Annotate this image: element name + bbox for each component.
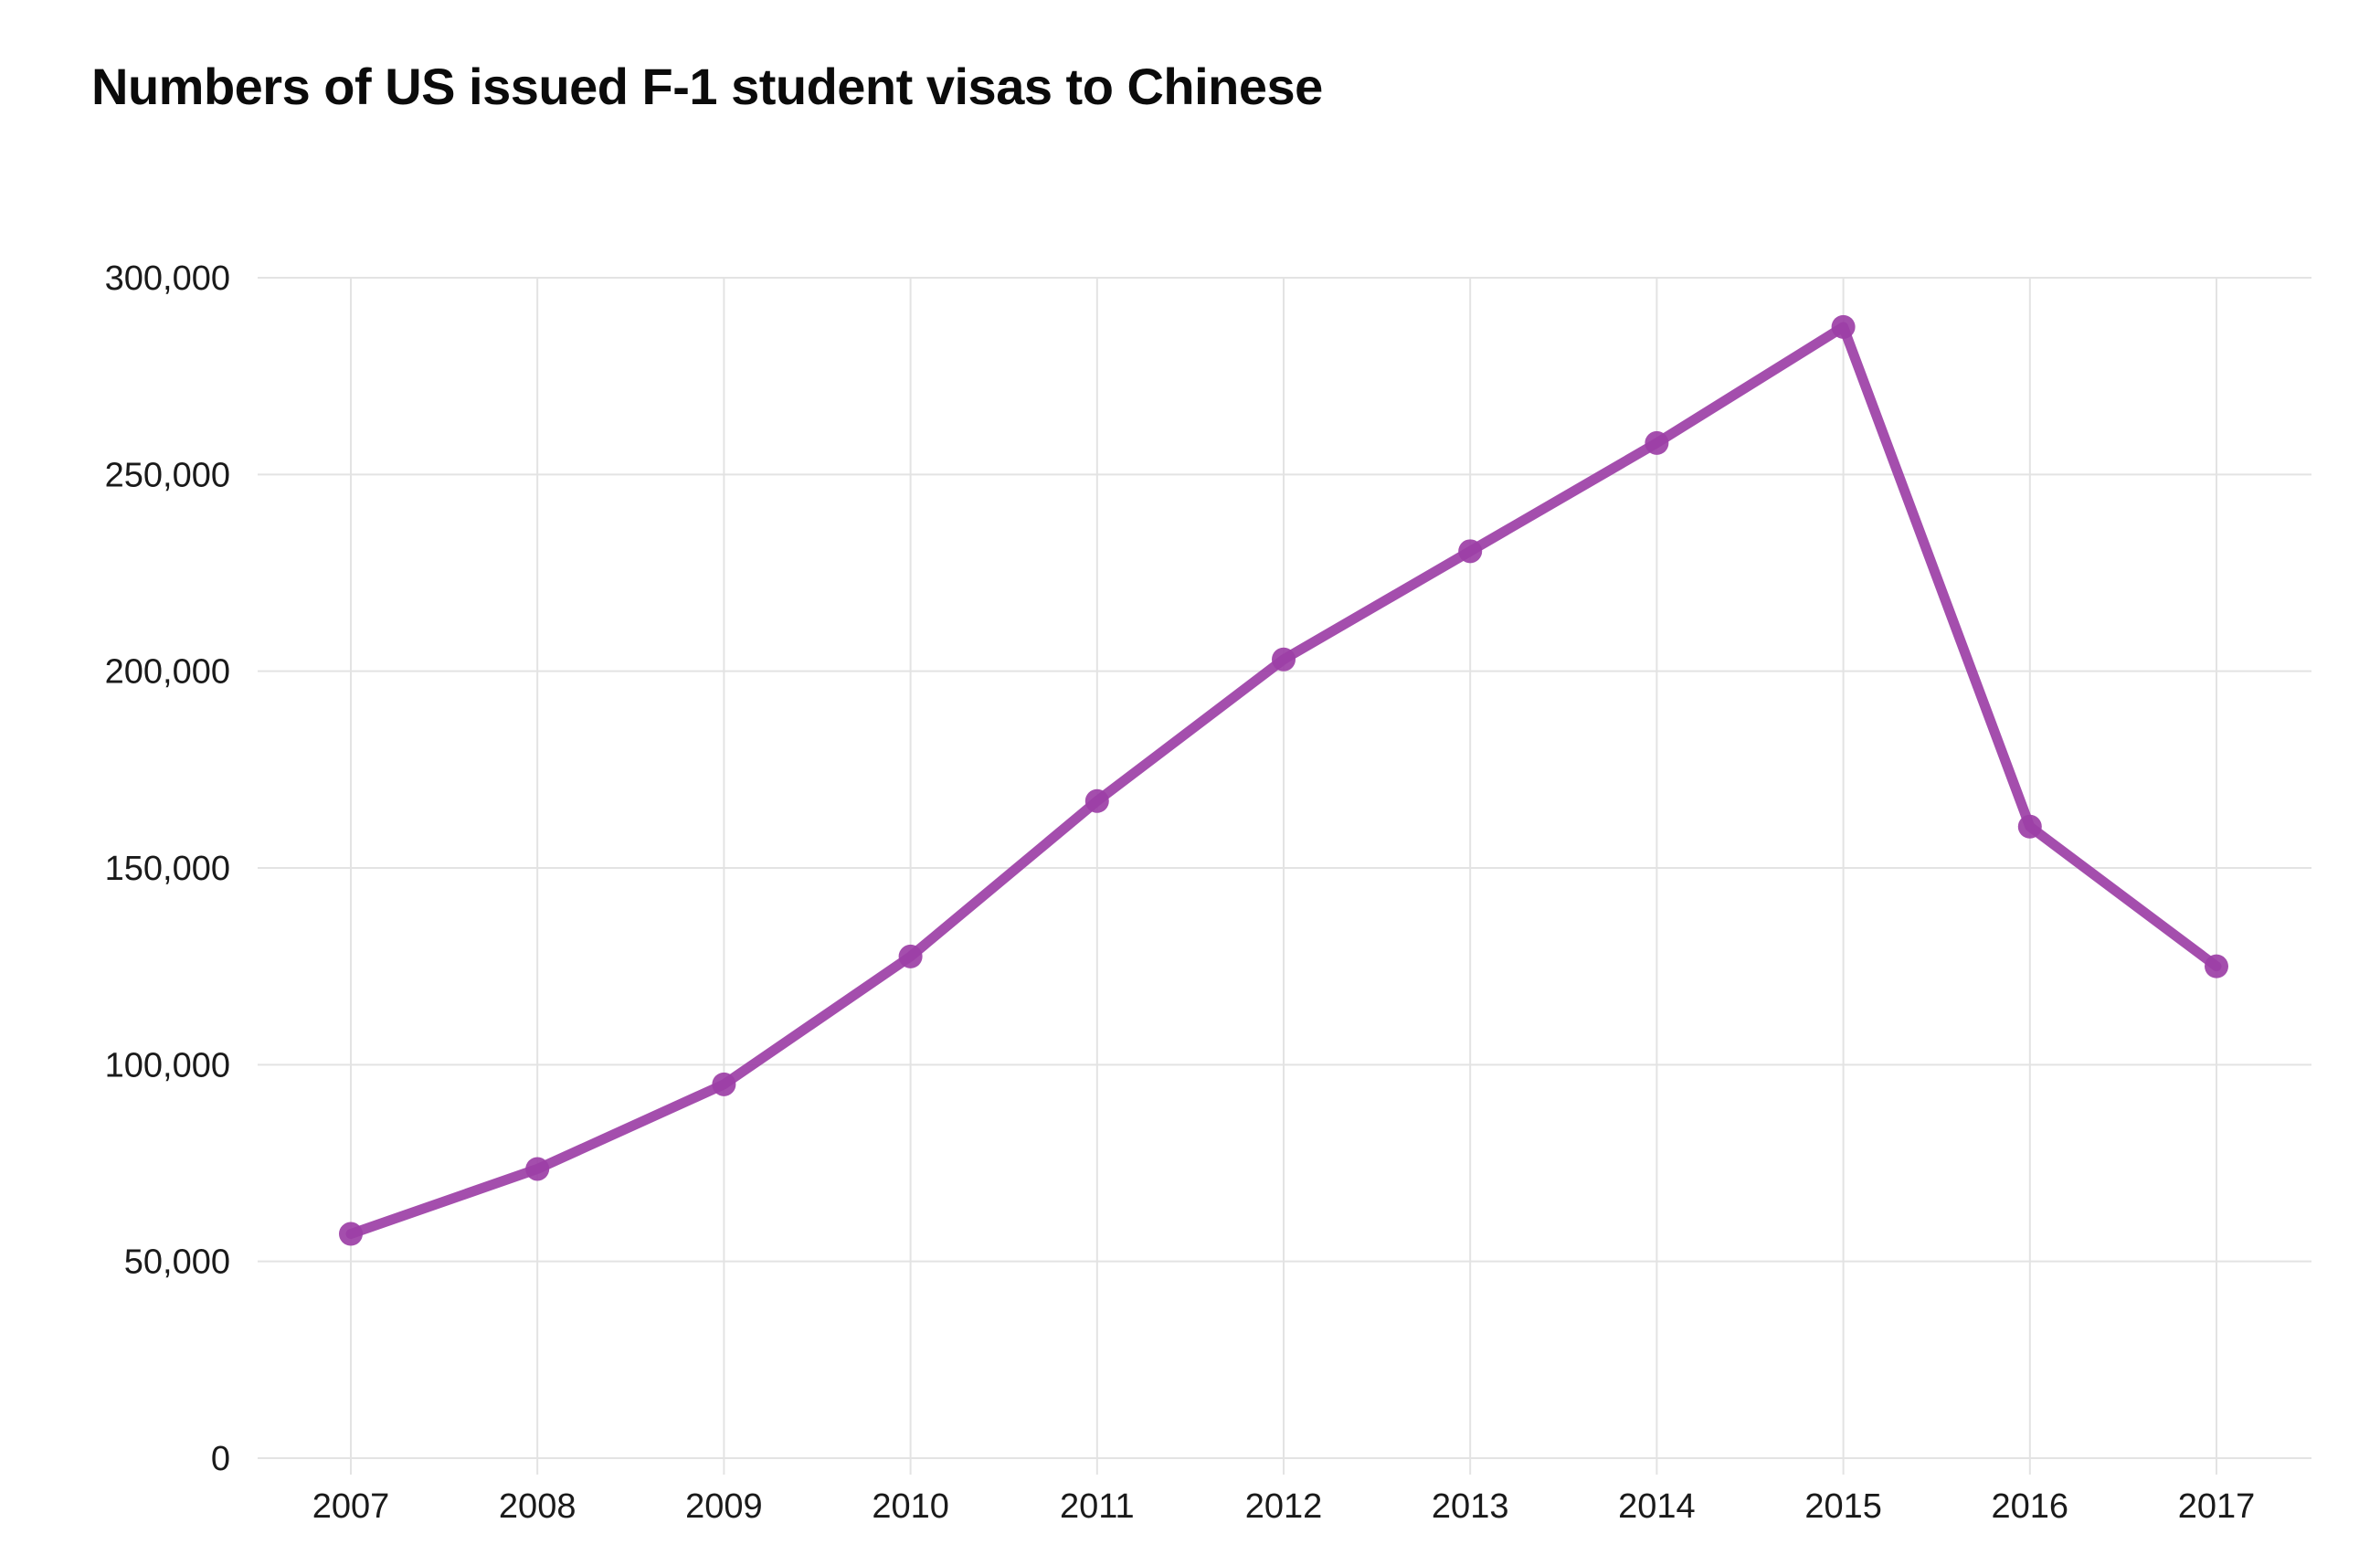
data-point	[1831, 314, 1856, 339]
data-point	[1272, 647, 1296, 672]
x-tick-label: 2014	[1618, 1487, 1696, 1526]
y-tick-label: 250,000	[105, 456, 230, 494]
grid	[258, 277, 2311, 1475]
y-tick-label: 0	[211, 1440, 230, 1478]
x-tick-label: 2013	[1432, 1487, 1509, 1526]
data-point	[2205, 954, 2228, 978]
data-point	[2017, 814, 2042, 839]
x-tick-label: 2007	[312, 1487, 390, 1526]
x-tick-label: 2012	[1245, 1487, 1323, 1526]
y-tick-label: 100,000	[105, 1046, 230, 1084]
x-tick-label: 2011	[1060, 1487, 1135, 1526]
data-point	[1084, 788, 1109, 813]
data-point	[339, 1222, 363, 1246]
y-tick-label: 50,000	[124, 1243, 230, 1282]
chart-title: Numbers of US issued F-1 student visas t…	[91, 58, 1323, 115]
x-tick-label: 2017	[2178, 1487, 2256, 1526]
tick-labels: 0 50,000 100,000 150,000 200,000 250,000 300,0…	[105, 259, 2256, 1526]
series	[339, 314, 2228, 1246]
x-tick-label: 2016	[1992, 1487, 2069, 1526]
y-tick-label: 150,000	[105, 850, 230, 888]
data-point	[898, 944, 923, 968]
data-point	[1458, 539, 1483, 564]
data-point	[525, 1157, 550, 1181]
x-tick-label: 2010	[872, 1487, 949, 1526]
data-point	[712, 1072, 736, 1096]
x-tick-label: 2015	[1804, 1487, 1882, 1526]
x-tick-label: 2009	[685, 1487, 763, 1526]
data-point	[1645, 430, 1669, 455]
y-tick-label: 200,000	[105, 653, 230, 692]
x-tick-label: 2008	[499, 1487, 576, 1526]
y-tick-label: 300,000	[105, 259, 230, 298]
